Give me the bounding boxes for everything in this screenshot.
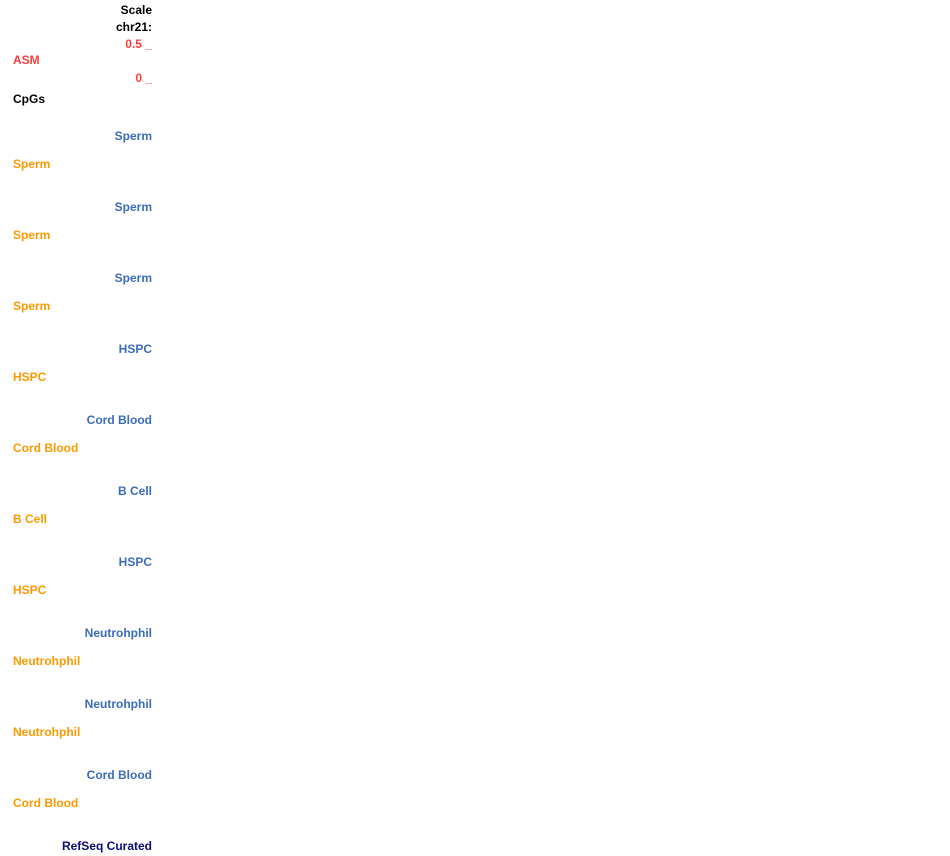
asm-axis-min-label: 0 _ (135, 71, 152, 85)
signal-track-label[interactable]: B Cell (117, 484, 152, 498)
position-label: chr21: (115, 20, 152, 34)
signal-track-label[interactable]: Cord Blood (86, 413, 152, 427)
signal-track-label[interactable]: Sperm (114, 129, 152, 143)
signal-track-label[interactable]: HSPC (118, 342, 152, 356)
feature-track-label[interactable]: Cord Blood (13, 441, 79, 455)
feature-track-label[interactable]: Sperm (13, 157, 51, 171)
signal-track-label[interactable]: HSPC (118, 555, 152, 569)
signal-track-label[interactable]: Neutrohphil (84, 626, 152, 640)
signal-track-label[interactable]: Sperm (114, 271, 152, 285)
feature-track-label[interactable]: Neutrohphil (13, 654, 81, 668)
feature-track-label[interactable]: HSPC (13, 583, 47, 597)
feature-track-label[interactable]: Neutrohphil (13, 725, 81, 739)
asm-axis-max-label: 0.5 _ (125, 37, 152, 51)
feature-track-label[interactable]: Sperm (13, 228, 51, 242)
asm-track-label[interactable]: ASM (13, 53, 40, 67)
feature-track-label[interactable]: B Cell (13, 512, 48, 526)
feature-track-label[interactable]: Sperm (13, 299, 51, 313)
refseq-track-label[interactable]: RefSeq Curated (61, 839, 152, 853)
scale-label: Scale (120, 3, 152, 17)
feature-track-label[interactable]: Cord Blood (13, 796, 79, 810)
signal-track-label[interactable]: Cord Blood (86, 768, 152, 782)
signal-track-label[interactable]: Neutrohphil (84, 697, 152, 711)
feature-track-label[interactable]: HSPC (13, 370, 47, 384)
cpg-track-label[interactable]: CpGs (13, 92, 46, 106)
signal-track-label[interactable]: Sperm (114, 200, 152, 214)
